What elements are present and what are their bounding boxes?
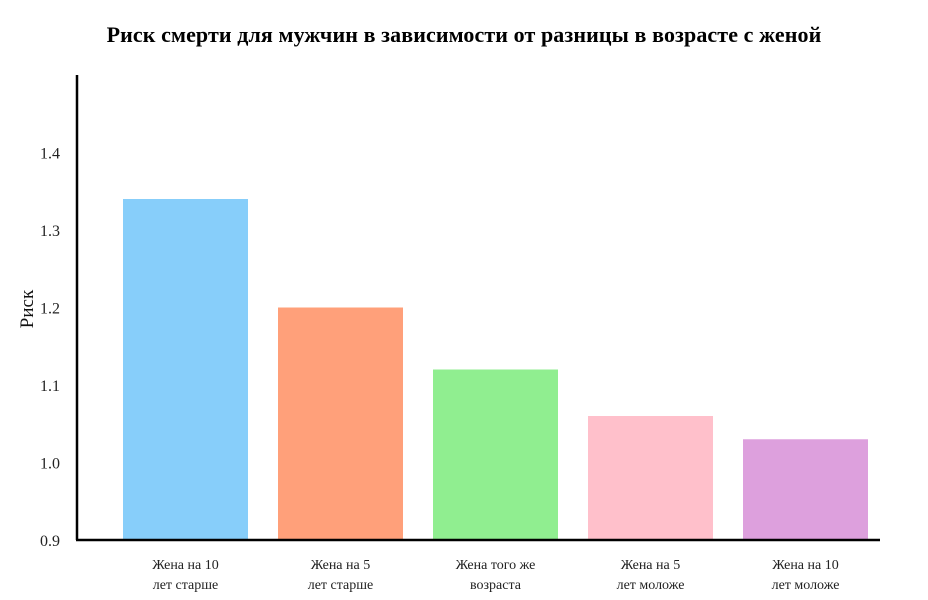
bar (123, 199, 248, 540)
x-tick-label: Жена на 5 (311, 558, 370, 573)
bar (278, 307, 403, 540)
x-tick-label: лет старше (153, 578, 219, 593)
x-tick-label: Жена того же (456, 558, 536, 573)
y-tick-labels: 0.9 1.0 1.1 1.2 1.3 1.4 (40, 146, 60, 551)
x-tick-label: Жена на 10 (152, 558, 218, 573)
x-tick-label: Жена на 10 (772, 558, 838, 573)
y-tick-label: 1.2 (40, 301, 60, 318)
y-tick-label: 1.4 (40, 146, 60, 163)
x-category-labels: Жена на 10 лет старше Жена на 5 лет старше Ж… (152, 558, 839, 593)
y-tick-label: 0.9 (40, 533, 60, 550)
y-tick-label: 1.3 (40, 223, 60, 240)
x-tick-label: лет моложе (617, 578, 685, 593)
bar (743, 439, 868, 540)
bars (123, 199, 868, 540)
x-tick-label: лет моложе (772, 578, 840, 593)
chart-title: Риск смерти для мужчин в зависимости от … (106, 22, 822, 47)
y-tick-label: 1.0 (40, 456, 60, 473)
x-tick-label: Жена на 5 (621, 558, 680, 573)
x-tick-label: лет старше (308, 578, 374, 593)
y-axis-title: Риск (17, 289, 38, 328)
bar (588, 416, 713, 540)
bar (433, 369, 558, 540)
x-tick-label: возраста (470, 578, 522, 593)
y-tick-label: 1.1 (40, 378, 60, 395)
